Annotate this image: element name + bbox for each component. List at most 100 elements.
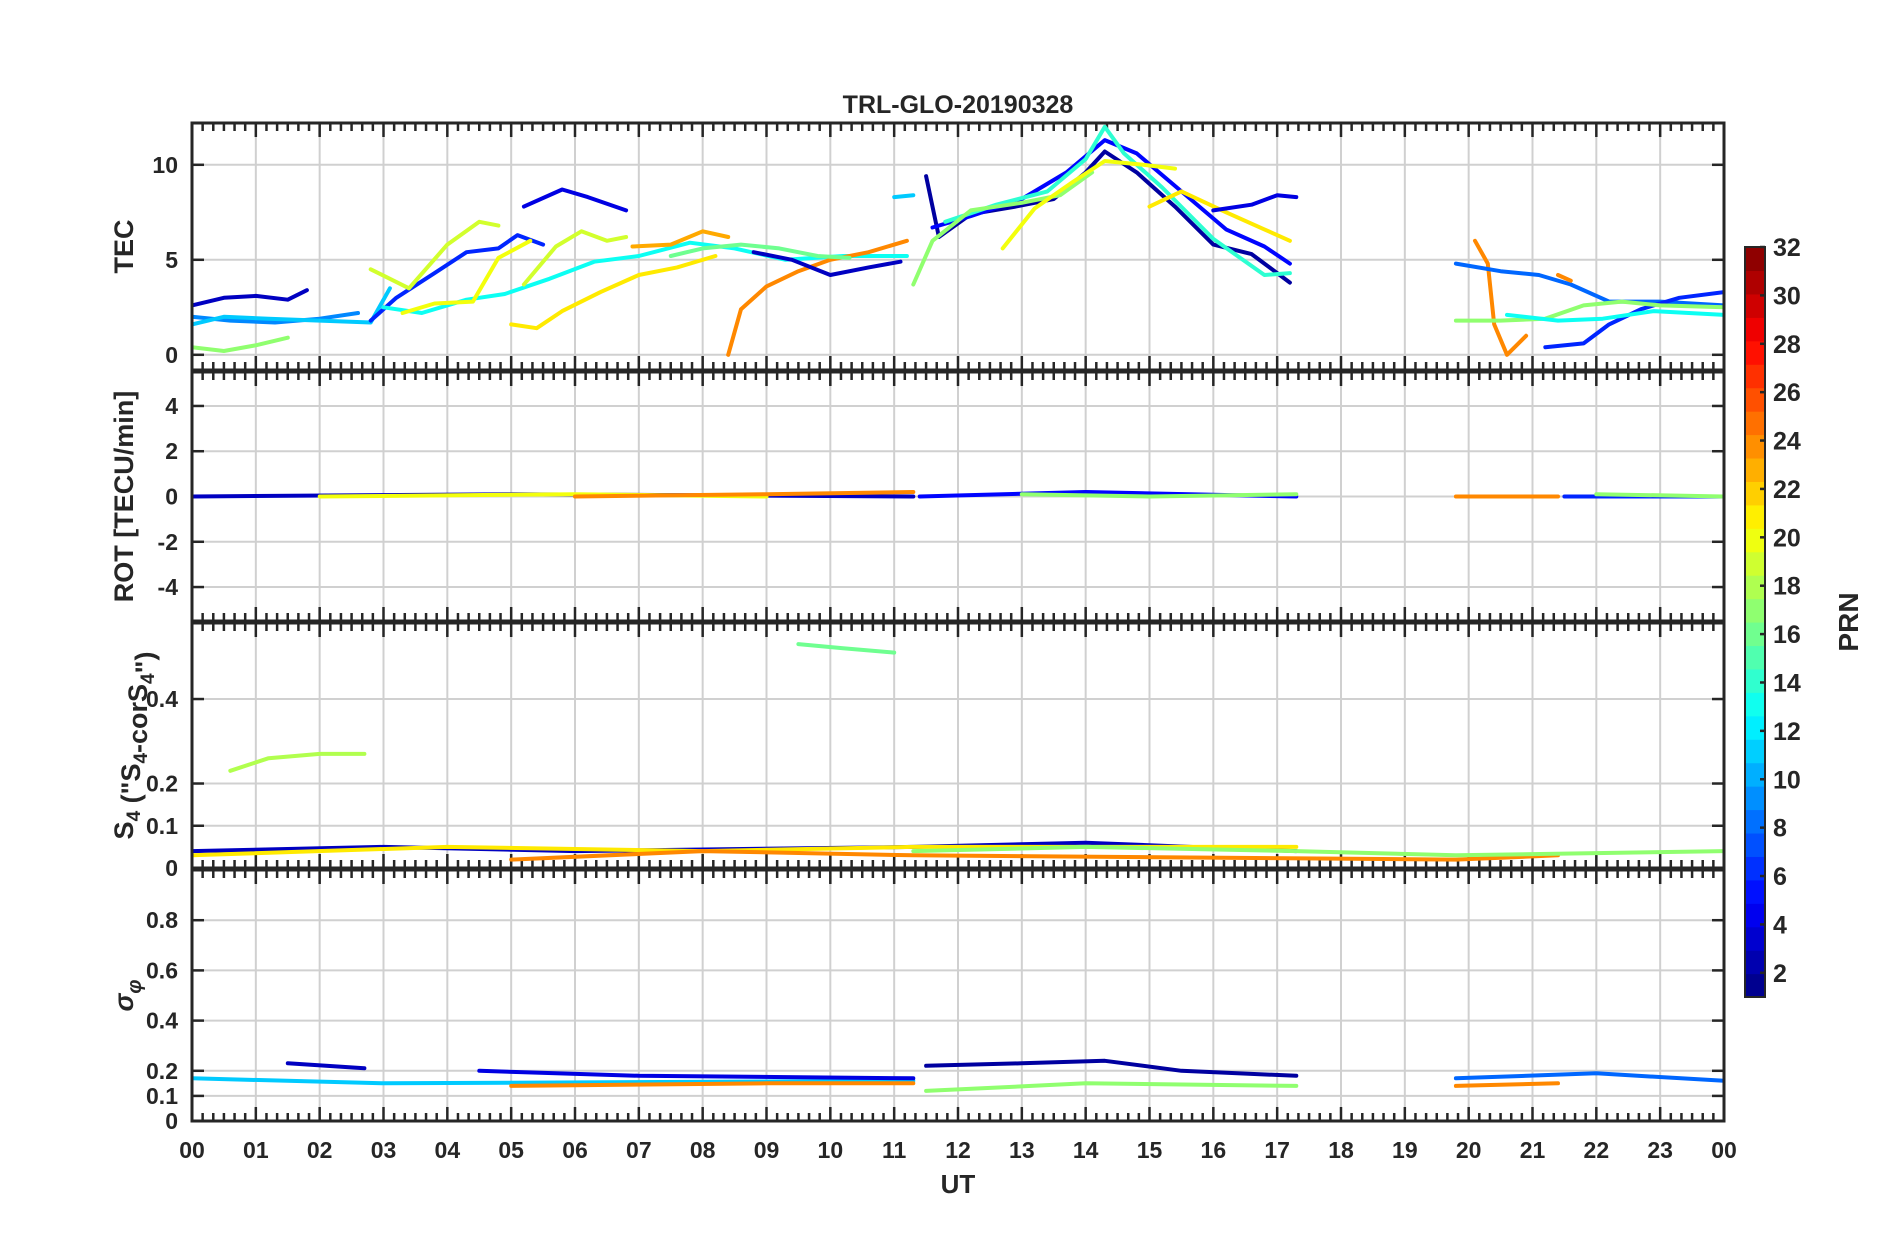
y-tick-label: 0 [165,855,178,881]
y-tick-label: 0 [165,1108,178,1134]
x-tick-label: 00 [179,1137,205,1163]
colorbar-label: PRN [1833,592,1864,651]
x-tick-label: 06 [562,1137,588,1163]
series-prn-13 [1505,309,1724,323]
colorbar-segment [1745,973,1765,998]
y-tick-label: 5 [165,247,178,273]
colorbar-segment [1745,340,1765,365]
colorbar-segment [1745,809,1765,834]
x-tick-label: 04 [435,1137,461,1163]
colorbar-segment [1745,293,1765,318]
y-tick-label: 0.2 [146,771,178,797]
series-prn-17 [1453,299,1724,323]
series-prn-24 [1453,1081,1560,1088]
colorbar-tick-label: 28 [1773,331,1801,359]
x-tick-label: 20 [1456,1137,1482,1163]
plot-frame [190,121,1726,372]
colorbar-segment [1745,387,1765,412]
series-prn-4 [1211,193,1299,213]
x-tick-label: 13 [1009,1137,1035,1163]
panel-3: 0 0.1 0.2 0.4S4 ("S4-corS4") [109,621,1726,881]
colorbar-segment [1745,528,1765,553]
panel-4: 00.10.2 0.4 0.6 0.8 σφ [109,868,1726,1134]
plot-frame [190,868,1726,1123]
colorbar-segment [1745,715,1765,740]
x-tick-label: 03 [371,1137,397,1163]
series-prn-17 [1019,492,1299,499]
colorbar-tick-label: 16 [1773,621,1801,649]
colorbar-segment [1745,457,1765,482]
series-group [192,490,1724,499]
colorbar-segment [1745,692,1765,717]
colorbar-segment [1745,856,1765,881]
series-prn-20 [400,238,533,315]
colorbar-tick-label: 20 [1773,524,1801,552]
series-prn-24 [726,238,909,357]
series-prn-3 [285,1061,367,1071]
colorbar-segment [1745,832,1765,857]
x-axis-label: UT [941,1169,976,1199]
colorbar-segment [1745,364,1765,389]
x-tick-label: 12 [945,1137,971,1163]
series-prn-21 [1147,189,1292,243]
x-tick-label: 11 [882,1137,907,1163]
colorbar-segment [1745,411,1765,436]
y-tick-label: 4 [165,393,178,419]
panel-1: 0 5 10 TEC [109,121,1726,372]
colorbar-segment [1745,317,1765,342]
colorbar-segment [1745,247,1765,272]
x-tick-label: 16 [1201,1137,1227,1163]
chart-title: TRL-GLO-20190328 [843,91,1074,119]
x-tick-label: 10 [818,1137,844,1163]
colorbar-segment [1745,575,1765,600]
y-tick-label: 0.4 [146,686,178,712]
y-tick-label: 2 [165,438,178,464]
x-tick-label: 18 [1328,1137,1354,1163]
colorbar-tick-label: 22 [1773,476,1801,504]
x-tick-label: 22 [1584,1137,1610,1163]
colorbar-tick-label: 30 [1773,282,1801,310]
colorbar-segment [1745,950,1765,975]
colorbar-segment [1745,926,1765,951]
colorbar-segment [1745,645,1765,670]
series-prn-4 [477,1068,916,1081]
series-prn-3 [751,250,903,277]
x-axis: 00 01 02 03 04 05 06 07 08 09 10 11 12 13 14 15 16 17 18 19… [179,1137,1737,1163]
colorbar-segment [1745,270,1765,295]
series-prn-19 [521,229,629,287]
x-tick-label: 17 [1264,1137,1290,1163]
series-prn-16 [796,642,897,655]
series-prn-16 [668,242,852,260]
series-prn-21 [509,254,718,331]
colorbar-frame [1744,246,1766,998]
colorbar-tick-label: 2 [1773,960,1787,988]
y-tick-label: 0.1 [146,813,178,839]
x-tick-label: 07 [626,1137,652,1163]
x-tick-label: 21 [1520,1137,1546,1163]
y-tick-label: 0.8 [146,907,178,933]
y-axis-label: S4 ("S4-corS4") [109,652,160,840]
colorbar-segment [1745,786,1765,811]
colorbar-tick-label: 26 [1773,379,1801,407]
colorbar-segment [1745,622,1765,647]
series-prn-2 [924,1058,1299,1078]
series-prn-6 [368,233,546,323]
panel-2: -4 -2 0 2 4 ROT [TECU/min] [109,370,1726,623]
y-tick-label: 0 [165,484,178,510]
y-tick-label: 0.4 [146,1008,178,1034]
x-tick-label: 14 [1073,1137,1099,1163]
colorbar-tick-label: 18 [1773,573,1801,601]
colorbar-segment [1745,668,1765,693]
colorbar-tick-label: 32 [1773,234,1801,262]
series-prn-14 [943,124,1292,277]
colorbar-segment [1745,762,1765,787]
series-prn-19 [368,219,501,291]
x-tick-label: 01 [243,1137,269,1163]
x-tick-label: 23 [1647,1137,1673,1163]
series-prn-11 [892,193,916,200]
series-prn-17 [911,844,1724,858]
series-group [192,1058,1724,1093]
x-tick-label: 00 [1711,1137,1737,1163]
colorbar-segment [1745,598,1765,623]
